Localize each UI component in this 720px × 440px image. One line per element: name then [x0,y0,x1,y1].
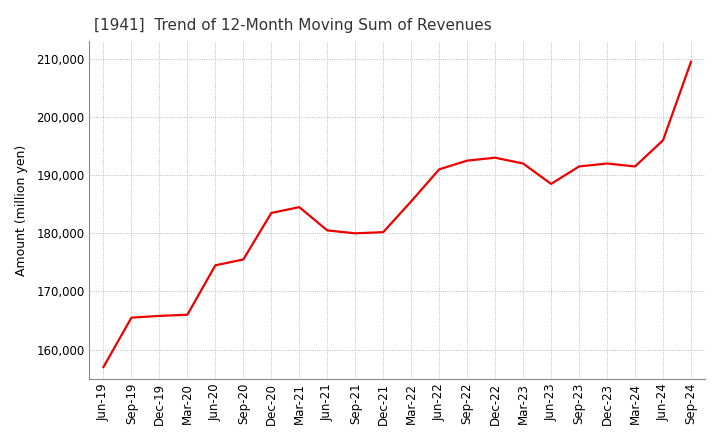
Y-axis label: Amount (million yen): Amount (million yen) [15,144,28,276]
Text: [1941]  Trend of 12-Month Moving Sum of Revenues: [1941] Trend of 12-Month Moving Sum of R… [94,18,491,33]
